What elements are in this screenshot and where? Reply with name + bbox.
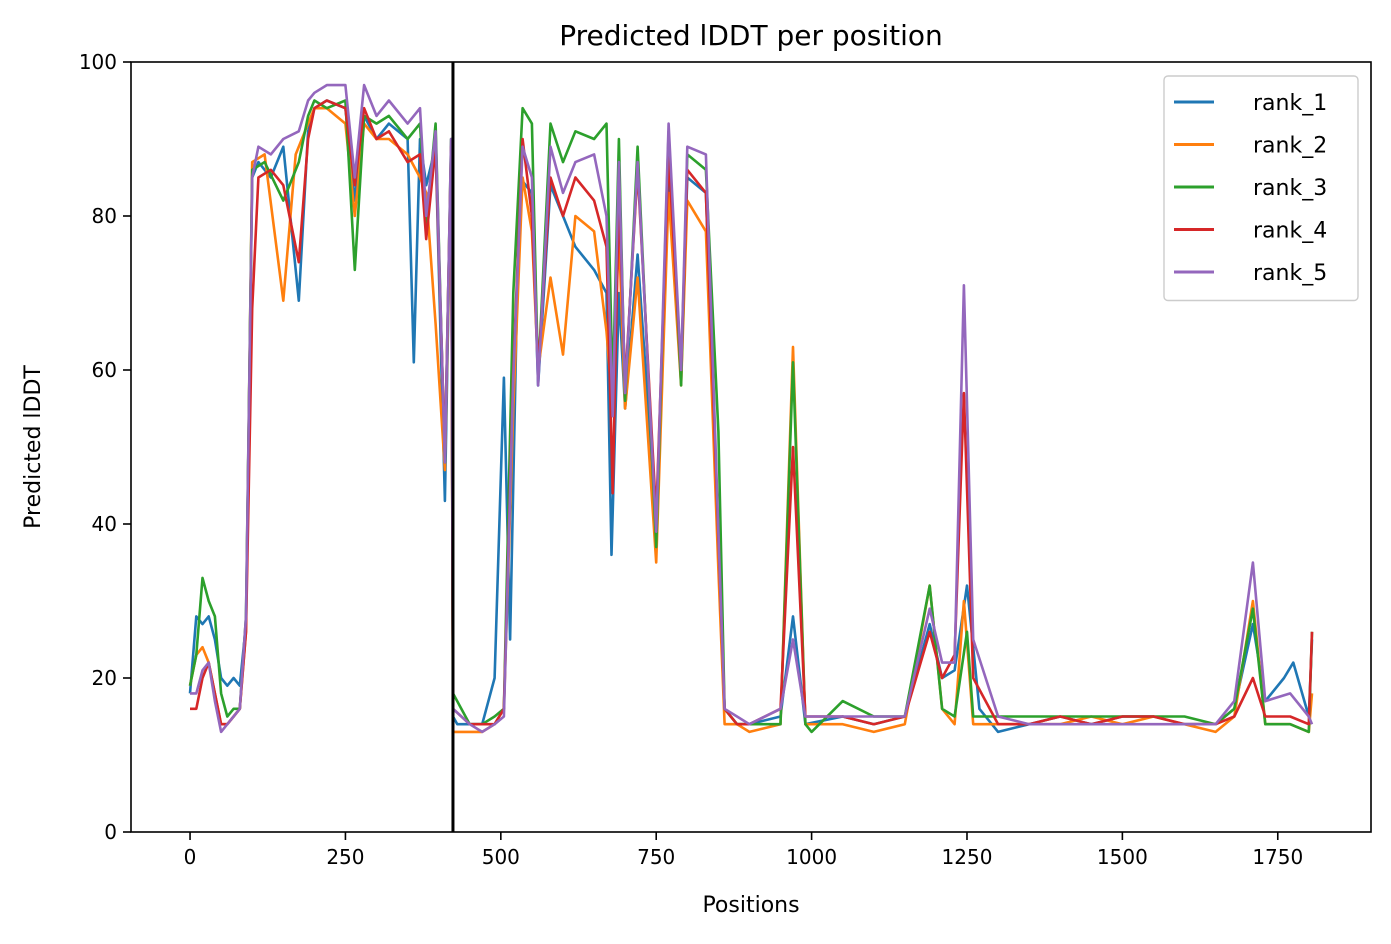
series-line-rank-1 [188,99,1314,734]
y-axis-ticks: 0 20 40 60 80 100 [79,50,131,844]
chart-title: Predicted lDDT per position [559,19,943,52]
legend-label-rank-4: rank_4 [1253,219,1327,244]
series-line-rank-4 [190,99,1314,726]
legend-box [1163,75,1359,302]
plot-frame [130,61,1372,833]
series-layer [188,83,1314,734]
x-tick-label: 1250 [942,845,993,869]
y-tick-label: 20 [92,666,117,690]
x-tick-label: 500 [482,845,520,869]
x-tick-label: 0 [184,845,197,869]
x-tick-label: 250 [326,845,364,869]
x-tick-label: 1000 [786,845,837,869]
y-tick-label: 80 [92,204,117,228]
series-line-rank-2 [188,106,1314,734]
legend-label-rank-5: rank_5 [1253,261,1327,286]
x-axis-ticks: 0 250 500 750 1000 1250 1500 1750 [184,832,1303,869]
y-tick-label: 100 [79,50,117,74]
x-tick-label: 1500 [1097,845,1148,869]
y-axis-label: Predicted lDDT [21,365,46,529]
y-tick-label: 60 [92,358,117,382]
x-axis-label: Positions [702,893,799,918]
x-tick-label: 1750 [1252,845,1303,869]
y-tick-label: 40 [92,512,117,536]
series-line-rank-3 [188,99,1314,734]
x-tick-label: 750 [637,845,675,869]
series-line-rank-5 [190,83,1314,734]
y-tick-label: 0 [104,820,117,844]
legend: rank_1 rank_2 rank_3 rank_4 rank_5 [1163,75,1359,302]
legend-label-rank-2: rank_2 [1253,134,1327,159]
legend-label-rank-3: rank_3 [1253,176,1327,201]
legend-label-rank-1: rank_1 [1253,91,1327,116]
